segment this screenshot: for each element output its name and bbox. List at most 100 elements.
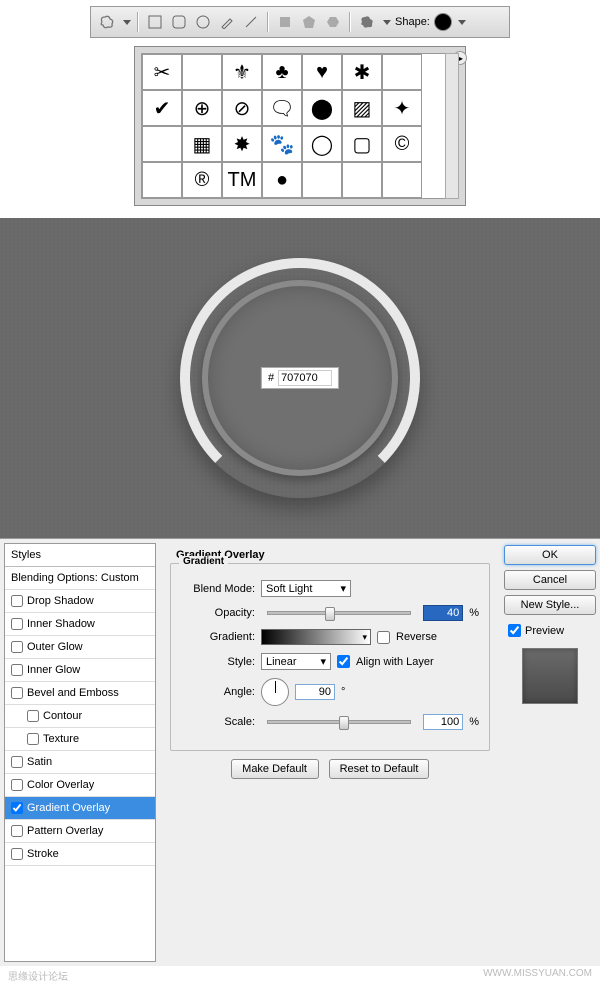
effect-row-inner-glow[interactable]: Inner Glow [5, 659, 155, 682]
shape-cell[interactable]: © [382, 126, 422, 162]
line-icon[interactable] [241, 12, 261, 32]
make-default-button[interactable]: Make Default [231, 759, 319, 779]
shape-cell[interactable]: ▦ [182, 126, 222, 162]
reset-default-button[interactable]: Reset to Default [329, 759, 430, 779]
path-icon[interactable] [275, 12, 295, 32]
effect-label: Drop Shadow [27, 595, 94, 607]
shape-cell[interactable]: 🗨 [262, 90, 302, 126]
effect-label: Stroke [27, 848, 59, 860]
effect-row-inner-shadow[interactable]: Inner Shadow [5, 613, 155, 636]
shape-cell[interactable]: 🐾 [262, 126, 302, 162]
shape-cell[interactable]: ◯ [302, 126, 342, 162]
dialog-buttons-col: OK Cancel New Style... Preview [504, 543, 596, 962]
shape-label: Shape: [395, 16, 430, 28]
effect-checkbox[interactable] [11, 641, 23, 653]
shape-cell[interactable]: ⊘ [222, 90, 262, 126]
polygon-icon[interactable] [299, 12, 319, 32]
shape-cell[interactable]: ▨ [342, 90, 382, 126]
canvas-preview: # [0, 218, 600, 538]
effect-row-texture[interactable]: Texture [5, 728, 155, 751]
shape-cell[interactable] [142, 126, 182, 162]
blend-mode-select[interactable]: Soft Light▾ [261, 580, 351, 597]
shape-cell[interactable]: ♥ [302, 54, 342, 90]
shape-cell[interactable]: ▢ [342, 126, 382, 162]
shape-swatch[interactable] [434, 13, 452, 31]
scale-label: Scale: [181, 716, 255, 728]
shape-cell[interactable] [342, 162, 382, 198]
effect-row-outer-glow[interactable]: Outer Glow [5, 636, 155, 659]
shape-cell[interactable] [382, 162, 422, 198]
effect-checkbox[interactable] [11, 756, 23, 768]
pen-icon[interactable] [217, 12, 237, 32]
scrollbar[interactable] [445, 53, 459, 199]
shape-cell[interactable]: ● [262, 162, 302, 198]
blend-mode-label: Blend Mode: [181, 583, 255, 595]
effect-row-bevel-and-emboss[interactable]: Bevel and Emboss [5, 682, 155, 705]
effect-checkbox[interactable] [11, 687, 23, 699]
preview-checkbox[interactable] [508, 624, 521, 637]
gradient-overlay-panel: Gradient Overlay Gradient Blend Mode: So… [162, 543, 498, 962]
shape-cell[interactable]: ⊕ [182, 90, 222, 126]
style-select[interactable]: Linear▾ [261, 653, 331, 670]
shape-cell[interactable]: ♣ [262, 54, 302, 90]
shape-cell[interactable]: ✦ [382, 90, 422, 126]
effect-row-stroke[interactable]: Stroke [5, 843, 155, 866]
scale-slider[interactable] [267, 720, 411, 724]
shape-cell[interactable]: ® [182, 162, 222, 198]
pct-label-2: % [469, 716, 479, 728]
shape-cell[interactable] [182, 54, 222, 90]
effect-checkbox[interactable] [11, 779, 23, 791]
opacity-input[interactable]: 40 [423, 605, 463, 621]
effect-row-pattern-overlay[interactable]: Pattern Overlay [5, 820, 155, 843]
effect-checkbox[interactable] [11, 595, 23, 607]
angle-input[interactable]: 90 [295, 684, 335, 700]
hex-input[interactable] [278, 370, 332, 386]
effect-checkbox[interactable] [27, 733, 39, 745]
scale-input[interactable]: 100 [423, 714, 463, 730]
shape-cell[interactable] [142, 162, 182, 198]
shape-cell[interactable]: ✂ [142, 54, 182, 90]
ok-button[interactable]: OK [504, 545, 596, 565]
shape-cell[interactable]: ✱ [342, 54, 382, 90]
effect-row-gradient-overlay[interactable]: Gradient Overlay [5, 797, 155, 820]
shapes-picker-panel: ▶ ✂⚜♣♥✱✔⊕⊘🗨⬤▨✦▦✸🐾◯▢©®TM● [134, 46, 466, 206]
effect-checkbox[interactable] [11, 848, 23, 860]
hexagon-icon[interactable] [323, 12, 343, 32]
blending-options-row[interactable]: Blending Options: Custom [5, 567, 155, 590]
opacity-label: Opacity: [181, 607, 255, 619]
tool-dropdown-icon[interactable] [123, 20, 131, 25]
effect-row-color-overlay[interactable]: Color Overlay [5, 774, 155, 797]
rect-icon[interactable] [145, 12, 165, 32]
ellipse-icon[interactable] [193, 12, 213, 32]
opacity-slider[interactable] [267, 611, 411, 615]
effect-checkbox[interactable] [11, 664, 23, 676]
effect-checkbox[interactable] [11, 618, 23, 630]
new-style-button[interactable]: New Style... [504, 595, 596, 615]
effect-label: Contour [43, 710, 82, 722]
custom-dropdown-icon[interactable] [383, 20, 391, 25]
effect-row-satin[interactable]: Satin [5, 751, 155, 774]
blob-icon[interactable] [97, 12, 117, 32]
shape-cell[interactable]: TM [222, 162, 262, 198]
shape-cell[interactable]: ✸ [222, 126, 262, 162]
shape-dropdown-icon[interactable] [458, 20, 466, 25]
reverse-checkbox[interactable] [377, 631, 390, 644]
shape-cell[interactable] [382, 54, 422, 90]
effect-label: Satin [27, 756, 52, 768]
shape-cell[interactable]: ⚜ [222, 54, 262, 90]
effect-checkbox[interactable] [11, 802, 23, 814]
effect-checkbox[interactable] [11, 825, 23, 837]
rrect-icon[interactable] [169, 12, 189, 32]
align-checkbox[interactable] [337, 655, 350, 668]
custom-shape-icon[interactable] [357, 12, 377, 32]
styles-header[interactable]: Styles [5, 544, 155, 567]
shape-cell[interactable] [302, 162, 342, 198]
gradient-swatch[interactable]: ▾ [261, 629, 371, 645]
effect-checkbox[interactable] [27, 710, 39, 722]
shape-cell[interactable]: ⬤ [302, 90, 342, 126]
effect-row-drop-shadow[interactable]: Drop Shadow [5, 590, 155, 613]
shape-cell[interactable]: ✔ [142, 90, 182, 126]
cancel-button[interactable]: Cancel [504, 570, 596, 590]
angle-dial[interactable] [261, 678, 289, 706]
effect-row-contour[interactable]: Contour [5, 705, 155, 728]
